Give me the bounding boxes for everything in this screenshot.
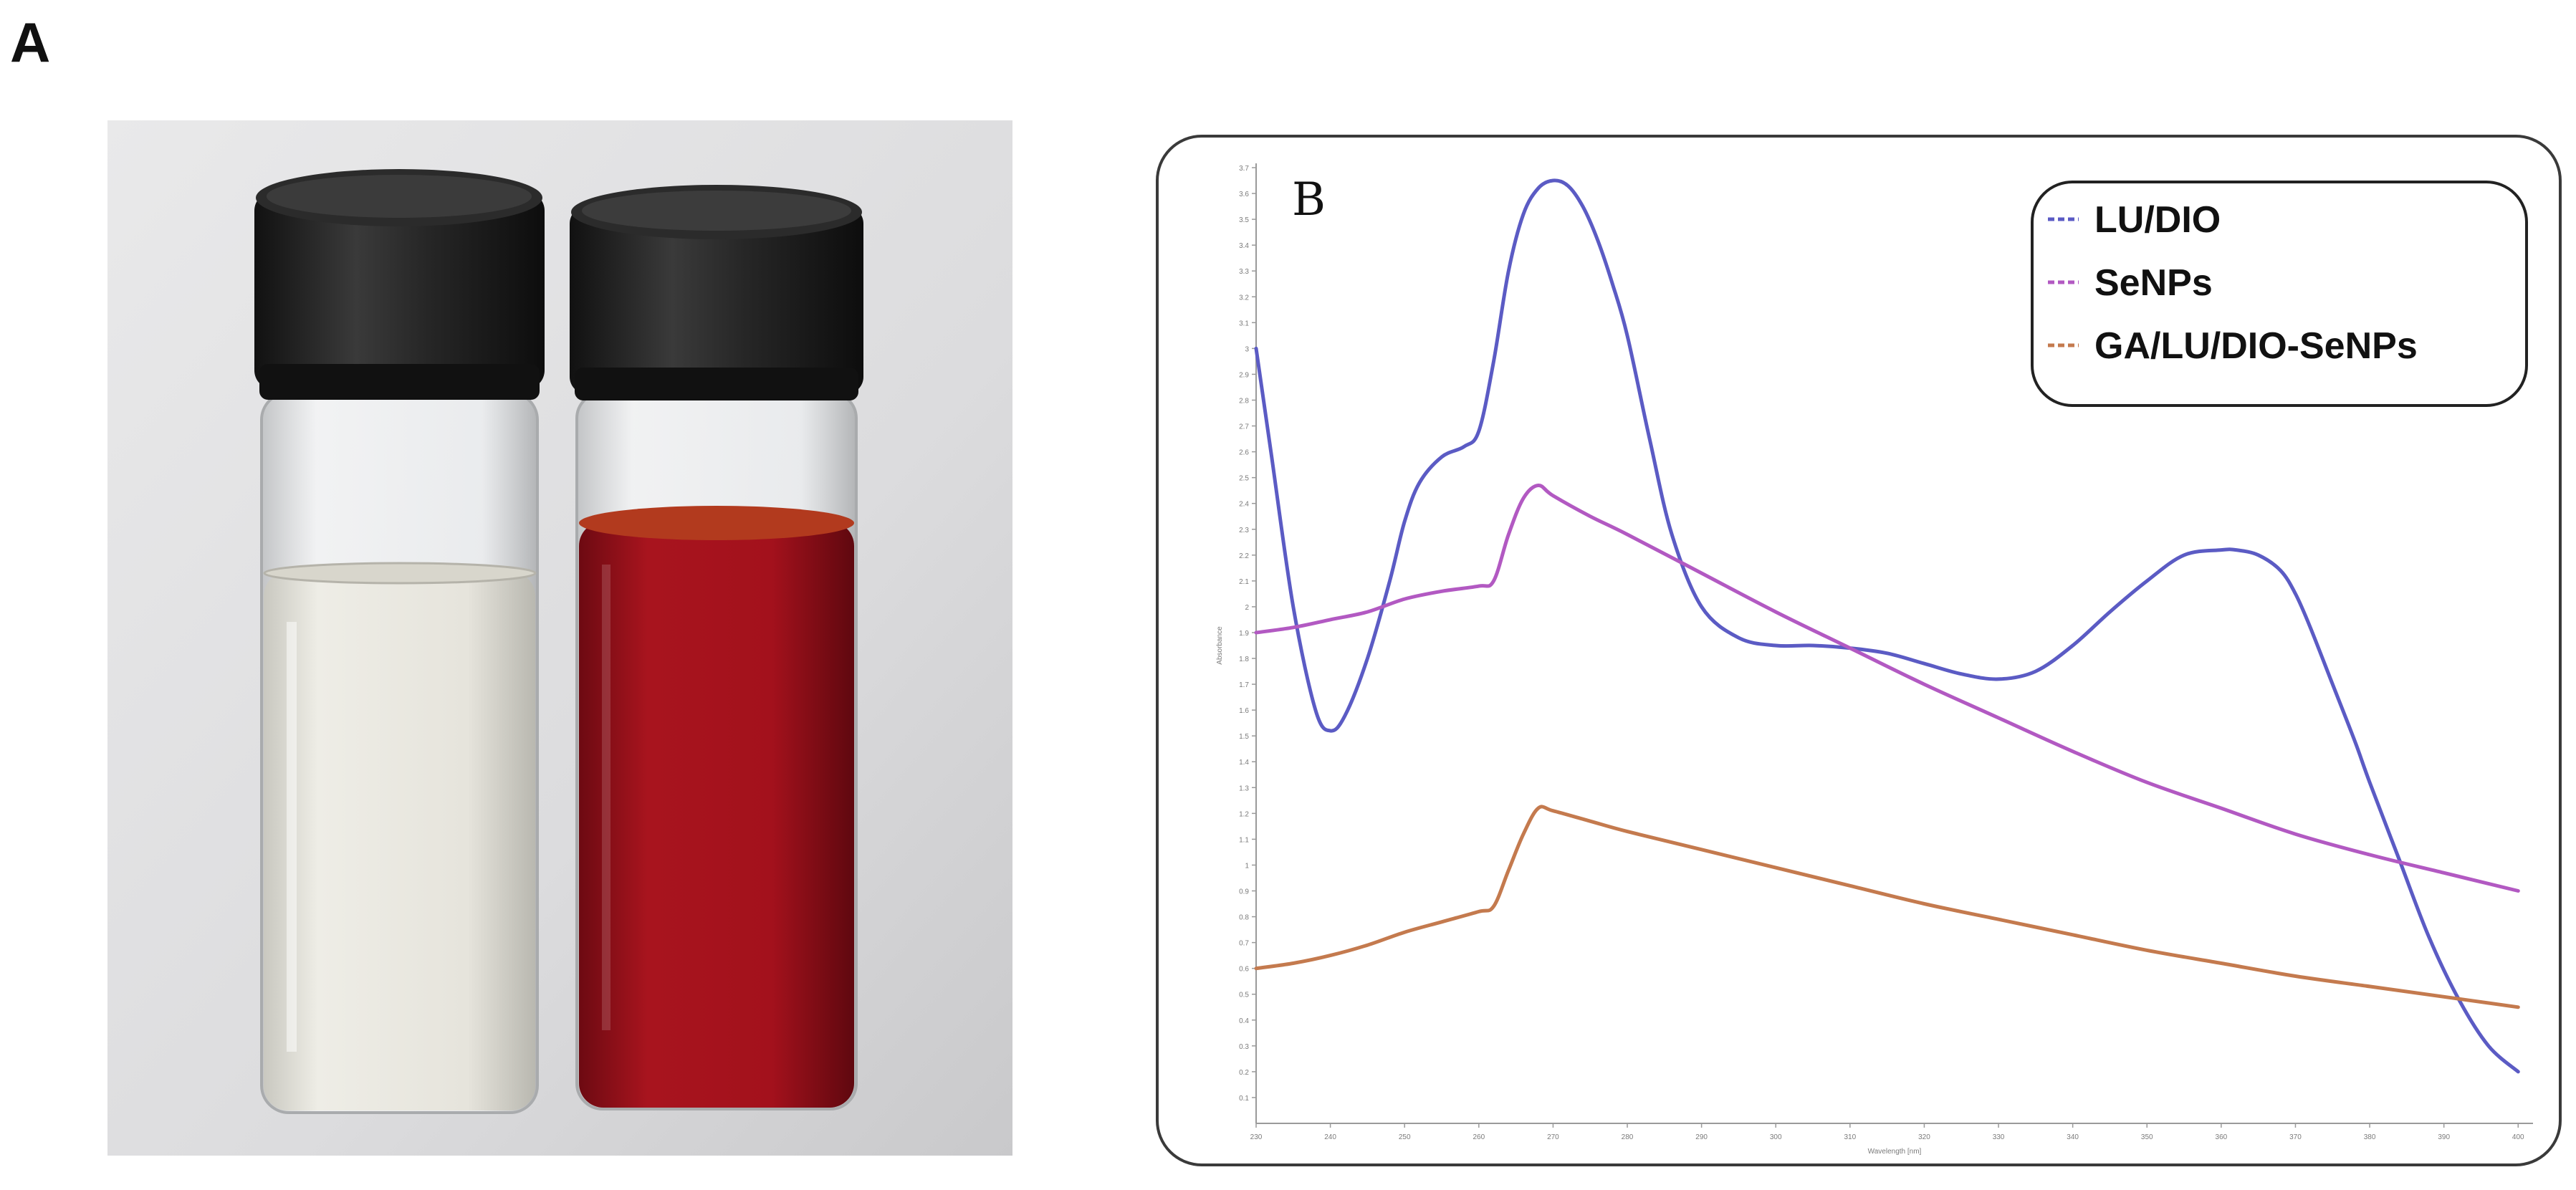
x-tick-label: 240	[1324, 1133, 1336, 1141]
x-tick-label: 290	[1695, 1133, 1708, 1141]
x-tick-label: 330	[1993, 1133, 2005, 1141]
chart-series	[1254, 178, 2520, 1074]
x-tick-label: 350	[2141, 1133, 2153, 1141]
series-line-ga-lu-dio-senps	[1254, 805, 2520, 1009]
x-ticks: 230 240 250 260 270 280 290 300 310 320 330 340 350 3…	[1250, 1123, 2524, 1141]
y-tick-label: 3.5	[1239, 216, 1249, 224]
x-tick-label: 310	[1844, 1133, 1856, 1141]
x-tick-label: 340	[2067, 1133, 2079, 1141]
legend-label: SeNPs	[2094, 262, 2213, 304]
y-tick-label: 1.6	[1239, 707, 1249, 715]
y-tick-label: 2.6	[1239, 449, 1249, 457]
x-tick-label: 370	[2289, 1133, 2302, 1141]
x-axis-label: Wavelength [nm]	[1868, 1148, 1922, 1156]
x-tick-label: 400	[2512, 1133, 2524, 1141]
y-tick-label: 2.1	[1239, 578, 1249, 586]
y-tick-label: 1.7	[1239, 681, 1249, 689]
panel-a-label: A	[10, 11, 51, 74]
y-tick-label: 2.5	[1239, 475, 1249, 483]
y-tick-label: 3.6	[1239, 191, 1249, 198]
vials-photo	[107, 120, 1012, 1156]
left-vial	[254, 169, 545, 1114]
y-tick-label: 1.9	[1239, 630, 1249, 638]
absorbance-chart: B 0.1 0.2 0.3 0.4 0.5 0.6 0.7 0.8 0.9 1 1.1 1.2 1.3 1…	[1216, 163, 2533, 1156]
chart-legend: LU/DIO SeNPs GA/LU/DIO-SeNPs	[2031, 181, 2528, 407]
legend-box	[2031, 181, 2528, 407]
legend-label: LU/DIO	[2094, 199, 2221, 241]
y-tick-label: 1.3	[1239, 784, 1249, 792]
x-tick-label: 300	[1770, 1133, 1782, 1141]
x-tick-label: 260	[1473, 1133, 1485, 1141]
x-tick-label: 380	[2364, 1133, 2376, 1141]
y-tick-label: 3.1	[1239, 320, 1249, 327]
y-tick-label: 1.8	[1239, 656, 1249, 663]
panel-b-label: B	[1292, 173, 1326, 226]
y-tick-label: 2.7	[1239, 423, 1249, 431]
y-tick-label: 0.8	[1239, 914, 1249, 922]
y-tick-label: 0.6	[1239, 966, 1249, 974]
chart-axes	[1255, 163, 2533, 1124]
y-tick-label: 3.7	[1239, 165, 1249, 173]
y-tick-label: 1.4	[1239, 759, 1249, 767]
y-tick-label: 3.2	[1239, 294, 1249, 302]
y-tick-label: 0.9	[1239, 888, 1249, 896]
y-tick-label: 2.4	[1239, 501, 1249, 509]
x-tick-label: 250	[1399, 1133, 1411, 1141]
x-tick-label: 390	[2438, 1133, 2450, 1141]
y-tick-label: 3.4	[1239, 242, 1249, 250]
series-line-lu-dio	[1254, 178, 2520, 1074]
y-tick-label: 0.4	[1239, 1017, 1249, 1025]
y-tick-label: 0.2	[1239, 1069, 1249, 1077]
y-tick-label: 2.8	[1239, 397, 1249, 405]
x-tick-label: 280	[1622, 1133, 1634, 1141]
y-ticks: 0.1 0.2 0.3 0.4 0.5 0.6 0.7 0.8 0.9 1 1.1 1.2 1.3 1.4…	[1239, 165, 1256, 1103]
y-axis-label: Absorbance	[1216, 626, 1224, 665]
y-tick-label: 2.9	[1239, 371, 1249, 379]
y-tick-label: 0.5	[1239, 992, 1249, 999]
y-tick-label: 0.3	[1239, 1043, 1249, 1051]
y-tick-label: 1.2	[1239, 810, 1249, 818]
series-line-senps	[1254, 484, 2520, 893]
x-tick-label: 270	[1547, 1133, 1559, 1141]
y-tick-label: 0.1	[1239, 1095, 1249, 1103]
x-tick-label: 230	[1250, 1133, 1263, 1141]
y-tick-label: 0.7	[1239, 940, 1249, 948]
right-vial	[570, 185, 863, 1110]
legend-label: GA/LU/DIO-SeNPs	[2094, 325, 2418, 367]
x-tick-label: 360	[2216, 1133, 2228, 1141]
y-tick-label: 2	[1245, 604, 1249, 612]
y-tick-label: 1.5	[1239, 733, 1249, 741]
y-tick-label: 2.2	[1239, 552, 1249, 560]
y-tick-label: 1	[1245, 862, 1249, 870]
y-tick-label: 2.3	[1239, 527, 1249, 534]
y-tick-label: 1.1	[1239, 836, 1249, 844]
x-tick-label: 320	[1918, 1133, 1930, 1141]
y-tick-label: 3.3	[1239, 268, 1249, 276]
y-tick-label: 3	[1245, 345, 1249, 353]
